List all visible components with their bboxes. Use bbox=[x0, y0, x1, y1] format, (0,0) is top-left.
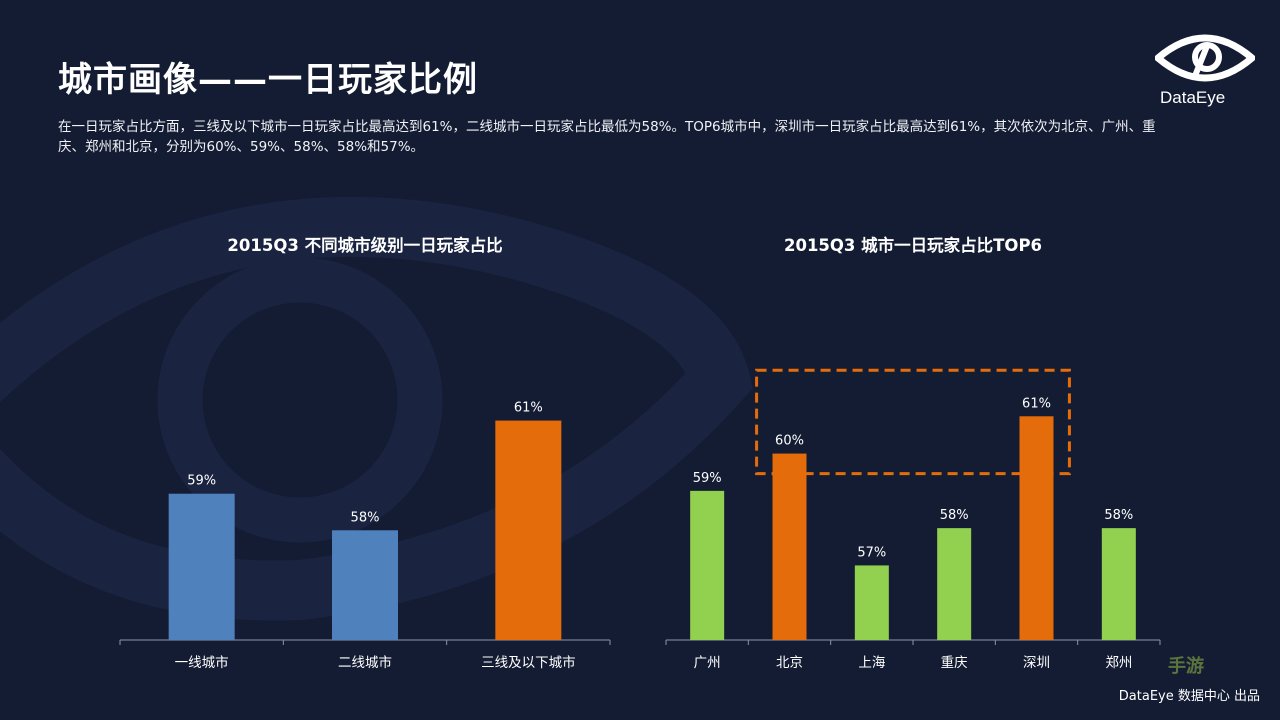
footer-credit: DataEye 数据中心 出品 bbox=[1118, 689, 1260, 704]
category-label: 重庆 bbox=[941, 655, 968, 671]
data-label: 60% bbox=[775, 434, 804, 449]
category-label: 三线及以下城市 bbox=[481, 654, 576, 671]
bar-重庆 bbox=[937, 528, 972, 640]
data-label: 58% bbox=[351, 510, 380, 525]
bar-二线城市 bbox=[332, 530, 398, 640]
data-label: 59% bbox=[693, 471, 722, 486]
data-label: 59% bbox=[187, 474, 216, 489]
chart-title-top6: 2015Q3 城市一日玩家占比TOP6 bbox=[783, 236, 1043, 255]
data-label: 61% bbox=[514, 401, 543, 416]
chart-title-city-tier: 2015Q3 不同城市级别一日玩家占比 bbox=[227, 236, 503, 255]
category-label: 上海 bbox=[858, 655, 885, 671]
page-title: 城市画像——一日玩家比例 bbox=[58, 60, 478, 100]
bar-北京 bbox=[772, 453, 807, 640]
bar-郑州 bbox=[1101, 528, 1136, 640]
bar-广州 bbox=[690, 490, 725, 640]
logo-text: DataEye bbox=[1160, 88, 1226, 107]
data-label: 58% bbox=[1104, 508, 1133, 523]
bar-三线及以下城市 bbox=[495, 420, 562, 640]
dataeye-logo: DataEye bbox=[1150, 32, 1260, 112]
data-label: 57% bbox=[857, 545, 886, 560]
category-label: 一线城市 bbox=[175, 654, 229, 671]
category-label: 二线城市 bbox=[338, 654, 392, 671]
eye-logo-icon bbox=[1155, 34, 1255, 82]
category-label: 广州 bbox=[694, 655, 721, 671]
category-label: 郑州 bbox=[1105, 655, 1132, 671]
category-label: 北京 bbox=[776, 655, 803, 671]
corner-watermark: 手游 bbox=[1168, 656, 1204, 677]
bar-深圳 bbox=[1019, 416, 1054, 640]
bar-一线城市 bbox=[168, 493, 235, 640]
data-label: 58% bbox=[940, 508, 969, 523]
bar-上海 bbox=[854, 565, 889, 640]
description-text: 在一日玩家占比方面，三线及以下城市一日玩家占比最高达到61%，二线城市一日玩家占… bbox=[58, 119, 1156, 155]
data-label: 61% bbox=[1022, 396, 1051, 411]
category-label: 深圳 bbox=[1023, 655, 1050, 671]
